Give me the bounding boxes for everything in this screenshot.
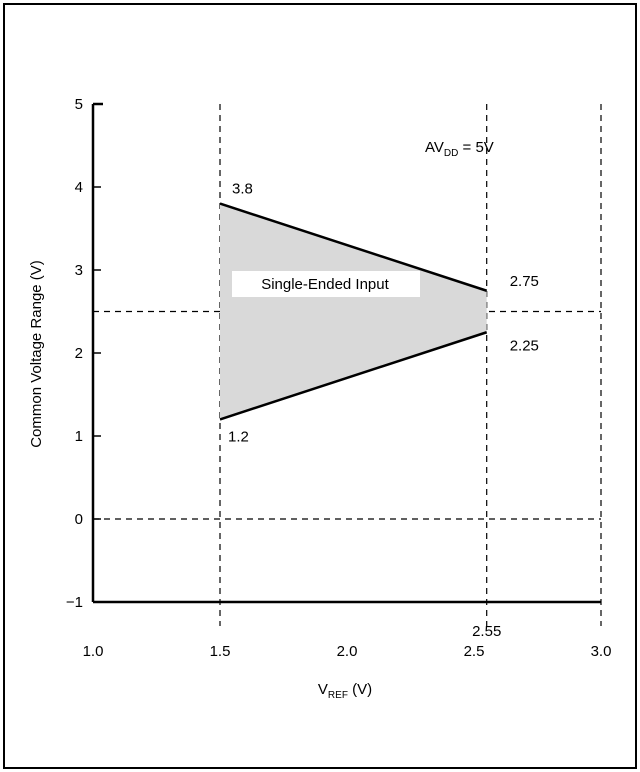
condition-suffix: = 5V [458, 139, 493, 156]
data-label-lower-left: 1.2 [228, 428, 249, 445]
data-label-upper-left: 3.8 [232, 181, 253, 198]
region-label: Single-Ended Input [261, 276, 389, 293]
region-label-box [232, 271, 420, 297]
x-tick-label: 1.5 [210, 643, 231, 660]
x-axis-label-sub: REF [328, 690, 348, 701]
single-ended-region [219, 202, 488, 421]
y-tick-label: 1 [75, 428, 83, 445]
y-tick-label: −1 [66, 594, 83, 611]
y-tick-label: 0 [75, 511, 83, 528]
x-tick-label: 1.0 [83, 643, 104, 660]
y-tick-label: 4 [75, 179, 83, 196]
x-axis-label-main: V [318, 681, 328, 698]
region-fill [220, 203, 487, 420]
x-tick-label: 2.5 [464, 643, 485, 660]
chart-text: −1 0 1 2 3 4 5 1.0 1.5 2.0 2.5 3.0 3.8 1.2 2.75 2.25 2.5… [66, 96, 612, 660]
condition-sub: DD [444, 148, 458, 159]
x-axis-label-unit: (V) [348, 681, 372, 698]
data-label-x-right: 2.55 [472, 623, 501, 640]
x-tick-label: 3.0 [591, 643, 612, 660]
data-label-upper-right: 2.75 [510, 273, 539, 290]
upper-boundary-line [219, 202, 488, 292]
y-axis-label: Common Voltage Range (V) [28, 260, 45, 448]
condition-label: AVDD = 5V [425, 139, 494, 159]
lower-boundary-line [219, 331, 488, 421]
y-tick-label: 3 [75, 262, 83, 279]
x-axis-label: VREF (V) [318, 681, 372, 701]
y-tick-label: 5 [75, 96, 83, 113]
condition-main: AV [425, 139, 444, 156]
y-tick-label: 2 [75, 345, 83, 362]
x-tick-label: 2.0 [337, 643, 358, 660]
data-label-lower-right: 2.25 [510, 337, 539, 354]
axes [91, 102, 601, 604]
